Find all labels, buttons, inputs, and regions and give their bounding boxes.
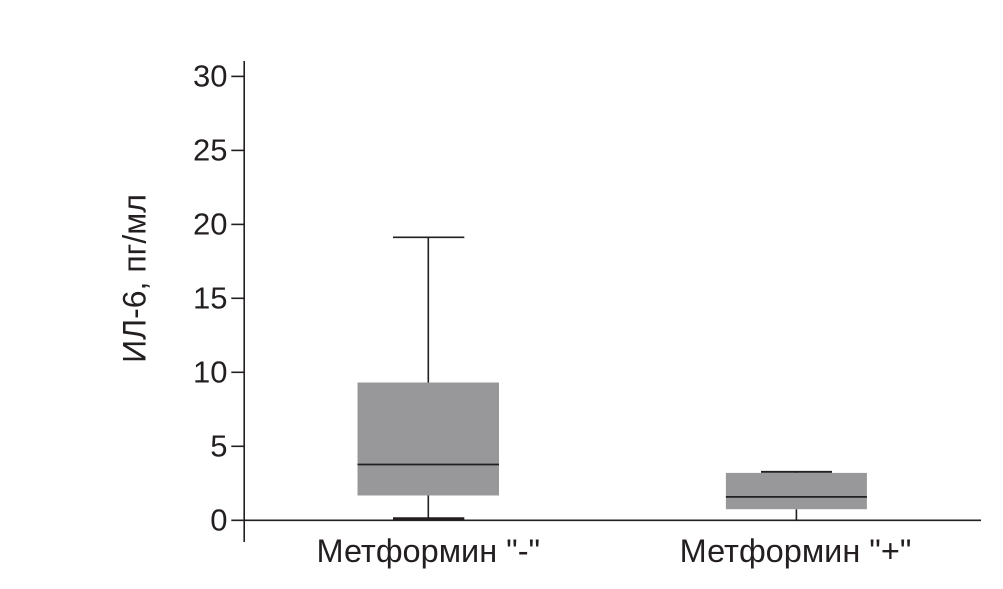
svg-text:20: 20 xyxy=(193,207,227,242)
svg-text:0: 0 xyxy=(210,503,227,538)
svg-text:10: 10 xyxy=(193,355,227,390)
svg-text:Метформин "-": Метформин "-" xyxy=(317,533,541,569)
svg-text:25: 25 xyxy=(193,133,227,168)
svg-text:ИЛ-6, пг/мл: ИЛ-6, пг/мл xyxy=(116,194,152,363)
svg-text:Метформин "+": Метформин "+" xyxy=(680,533,912,569)
svg-text:30: 30 xyxy=(193,59,227,94)
svg-text:15: 15 xyxy=(193,281,227,316)
svg-text:5: 5 xyxy=(210,429,227,464)
